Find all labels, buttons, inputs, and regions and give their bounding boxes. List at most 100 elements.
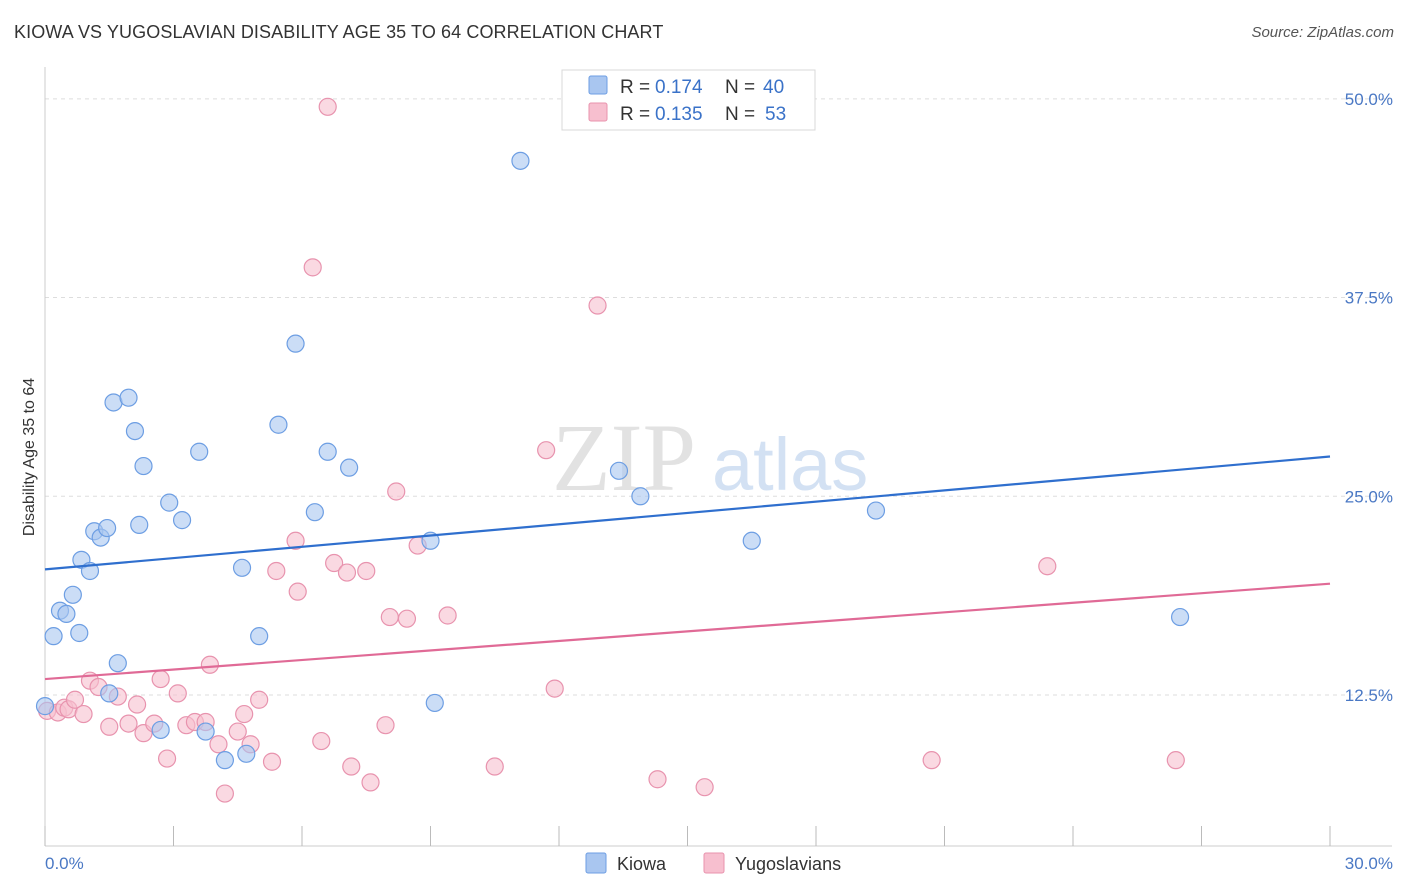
y-axis-title: Disability Age 35 to 64 (21, 378, 38, 536)
kiowa-point (215, 751, 234, 770)
yugoslavians-point (376, 716, 395, 735)
yugoslavians-point (100, 717, 119, 736)
kiowa-point (44, 627, 63, 646)
bottom-legend-label-yugoslavians: Yugoslavians (735, 854, 841, 874)
yugoslavians-point (537, 441, 556, 460)
kiowa-point (237, 744, 256, 763)
legend-n-value-kiowa: 40 (763, 77, 784, 98)
kiowa-point (318, 442, 337, 461)
chart-title: KIOWA VS YUGOSLAVIAN DISABILITY AGE 35 T… (14, 22, 664, 42)
kiowa-point (125, 421, 145, 441)
yugoslavians-point (357, 561, 376, 581)
bottom-legend-swatch-yugoslavians (703, 852, 725, 874)
yugoslavians-point (695, 778, 714, 797)
kiowa-point (511, 151, 530, 170)
yugoslavians-point (397, 609, 417, 628)
kiowa-point (119, 388, 138, 407)
yugoslavians-point (588, 296, 607, 315)
yugoslavians-point (250, 690, 269, 709)
yugoslavians-point (648, 770, 667, 789)
yugoslavians-trend-line (44, 582, 1331, 681)
kiowa-point (63, 585, 82, 604)
yugoslavians-point (337, 563, 357, 582)
y-tick-label: 50.0% (1345, 90, 1393, 109)
kiowa-points (35, 151, 1190, 770)
yugoslavians-point (1166, 751, 1185, 770)
kiowa-point (742, 531, 761, 550)
yugoslavians-point (168, 684, 187, 703)
legend-r-value-yugoslavians: 0.135 (655, 104, 703, 125)
source-credit: Source: ZipAtlas.com (1251, 24, 1394, 41)
kiowa-point (108, 654, 127, 673)
yugoslavians-point (325, 553, 344, 573)
kiowa-point (425, 693, 444, 713)
legend-n-label-kiowa: N = (725, 77, 755, 98)
yugoslavians-point (922, 751, 941, 770)
yugoslavians-point (342, 757, 361, 776)
watermark-zip: ZIP (552, 404, 696, 511)
yugoslavians-point (267, 561, 286, 581)
yugoslavians-point (380, 607, 399, 627)
yugoslavians-point (127, 695, 147, 714)
kiowa-point (134, 456, 153, 476)
watermark: ZIP atlas (552, 404, 868, 511)
kiowa-point (305, 503, 324, 522)
kiowa-point (190, 442, 209, 461)
x-tick-labels: 0.0% 30.0% (45, 854, 1393, 873)
yugoslavians-point (119, 714, 138, 733)
yugoslavians-point (200, 655, 220, 674)
yugoslavians-point (209, 735, 228, 754)
yugoslavians-point (387, 482, 406, 501)
bottom-legend-label-kiowa: Kiowa (617, 854, 667, 874)
kiowa-point (104, 393, 123, 412)
kiowa-point (151, 720, 170, 740)
yugoslavians-point (65, 690, 85, 709)
kiowa-point (286, 334, 305, 353)
yugoslavians-point (288, 582, 307, 601)
kiowa-point (130, 515, 149, 534)
legend-r-label-kiowa: R = (620, 77, 650, 98)
yugoslavians-point (228, 722, 247, 741)
y-tick-label: 12.5% (1345, 686, 1393, 705)
kiowa-point (100, 684, 119, 703)
gridlines (45, 98, 1392, 696)
kiowa-trend-line (44, 455, 1331, 571)
yugoslavians-point (303, 258, 322, 277)
yugoslavians-point (74, 704, 93, 724)
yugoslavians-point (438, 606, 457, 625)
kiowa-point (57, 604, 76, 624)
kiowa-point (160, 493, 179, 512)
legend-n-value-yugoslavians: 53 (765, 104, 786, 125)
yugoslavians-point (215, 784, 234, 803)
legend-swatch-kiowa (588, 75, 608, 95)
kiowa-point (866, 501, 886, 520)
kiowa-point (35, 697, 55, 716)
kiowa-point (250, 627, 269, 646)
legend-n-label-yugoslavians: N = (725, 104, 755, 125)
kiowa-point (631, 487, 650, 506)
x-tick-label-min: 0.0% (45, 854, 84, 873)
yugoslavians-point (361, 773, 380, 792)
yugoslavians-point (262, 752, 282, 771)
yugoslavians-point (151, 669, 170, 689)
legend: R = 0.174 N = 40 R = 0.135 N = 53 (561, 69, 816, 131)
x-tick-label-max: 30.0% (1345, 854, 1393, 873)
kiowa-point (172, 511, 192, 530)
yugoslavians-points (38, 97, 1185, 803)
kiowa-point (196, 722, 215, 741)
kiowa-point (98, 518, 117, 538)
yugoslavians-point (545, 679, 564, 698)
legend-r-value-kiowa: 0.174 (655, 77, 703, 98)
kiowa-point (269, 415, 288, 434)
yugoslavians-point (286, 531, 305, 550)
kiowa-point (340, 458, 359, 477)
legend-swatch-yugoslavians (588, 102, 608, 122)
watermark-atlas: atlas (712, 423, 868, 506)
legend-r-label-yugoslavians: R = (620, 104, 650, 125)
trend-lines (44, 455, 1331, 681)
yugoslavians-point (157, 749, 177, 768)
kiowa-point (609, 461, 629, 480)
yugoslavians-point (235, 704, 254, 724)
y-tick-label: 25.0% (1345, 487, 1393, 506)
